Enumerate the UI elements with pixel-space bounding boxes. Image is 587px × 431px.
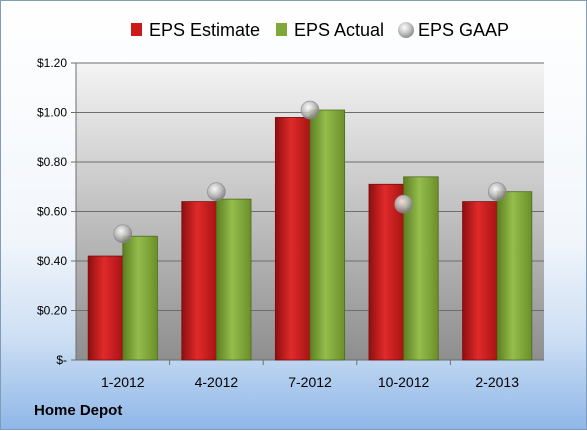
marker-eps-gaap (300, 100, 320, 120)
legend-label: EPS Actual (294, 20, 384, 40)
x-tick-label: 10-2012 (378, 374, 430, 390)
x-tick-label: 7-2012 (288, 374, 332, 390)
bar-eps-estimate (462, 201, 498, 361)
bar-eps-estimate (368, 183, 404, 361)
legend-marker (398, 22, 414, 38)
bar-eps-actual (215, 198, 252, 361)
legend-label: EPS Estimate (149, 20, 260, 40)
company-name: Home Depot (34, 402, 123, 419)
marker-eps-gaap (394, 194, 413, 214)
marker-eps-gaap (113, 224, 133, 244)
legend-label: EPS GAAP (418, 20, 509, 40)
bar-eps-estimate (181, 201, 217, 361)
y-tick-label: $0.60 (37, 205, 67, 219)
legend-swatch (276, 23, 287, 36)
marker-eps-gaap (487, 182, 507, 201)
bar-eps-actual (309, 109, 346, 361)
y-tick-label: $1.00 (37, 106, 67, 120)
y-tick-label: $- (56, 353, 67, 367)
x-tick-label: 1-2012 (101, 374, 145, 390)
bar-eps-actual (496, 191, 533, 361)
y-tick-label: $0.80 (37, 155, 67, 169)
plot-area: $- $0.20 $0.40 $0.60 $0.80 $1.00 $1.20 1-2012 4-… (37, 56, 544, 390)
bar-eps-estimate (87, 255, 124, 361)
y-tick-label: $0.20 (37, 304, 67, 318)
legend-swatch (131, 23, 142, 36)
x-tick-label: 4-2012 (195, 374, 239, 390)
bar-eps-actual (122, 235, 158, 361)
legend: EPS Estimate EPS Actual EPS GAAP (131, 20, 509, 40)
bar-eps-estimate (274, 117, 311, 361)
y-tick-label: $1.20 (37, 56, 67, 70)
marker-eps-gaap (207, 182, 226, 201)
x-tick-label: 2-2013 (475, 374, 519, 390)
y-tick-label: $0.40 (37, 254, 67, 268)
